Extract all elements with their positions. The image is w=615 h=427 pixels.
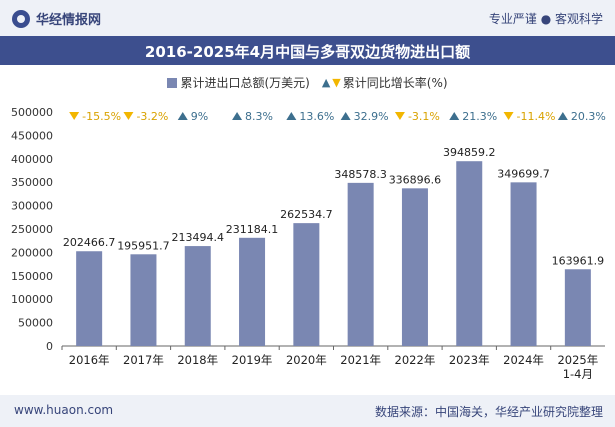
growth-up-triangle-icon — [177, 112, 188, 120]
legend-up-triangle-icon: ▲ — [321, 76, 331, 89]
bar — [564, 269, 591, 346]
x-category-label: 2017年 — [123, 353, 164, 367]
chart-title: 2016-2025年4月中国与多哥双边货物进出口额 — [144, 43, 471, 61]
growth-rate-label: 8.3% — [245, 110, 273, 123]
bar — [184, 246, 211, 346]
x-category-label: 2018年 — [177, 353, 218, 367]
bar-value-label: 262534.7 — [280, 208, 333, 221]
growth-rate-label: 9% — [191, 110, 208, 123]
growth-rate-label: -3.1% — [408, 110, 440, 123]
x-category-label: 2023年 — [449, 353, 490, 367]
y-tick-label: 300000 — [11, 200, 53, 213]
legend-down-triangle-icon: ▼ — [332, 76, 341, 89]
bar-value-label: 394859.2 — [443, 146, 496, 159]
growth-rate-label: 32.9% — [354, 110, 389, 123]
bar-value-label: 349699.7 — [497, 167, 550, 180]
y-tick-label: 50000 — [18, 317, 53, 330]
y-tick-label: 400000 — [11, 153, 53, 166]
legend-item-total: 累计进出口总额(万美元) — [167, 74, 310, 91]
bar — [293, 223, 320, 346]
growth-rate-label: 13.6% — [299, 110, 334, 123]
growth-up-triangle-icon — [286, 112, 297, 120]
growth-rate-label: -15.5% — [82, 110, 121, 123]
bar — [456, 161, 483, 346]
growth-rate-label: -11.4% — [517, 110, 556, 123]
y-tick-label: 150000 — [11, 270, 53, 283]
x-category-label: 2025年 1-4月 — [557, 353, 598, 381]
legend-item-growth: ▲ ▼ 累计同比增长率(%) — [322, 74, 448, 91]
y-tick-label: 0 — [46, 340, 53, 353]
bar-value-label: 195951.7 — [117, 239, 170, 252]
growth-up-triangle-icon — [449, 112, 460, 120]
growth-rate-label: 21.3% — [462, 110, 497, 123]
x-category-label: 2020年 — [286, 353, 327, 367]
brand-name: 华经情报网 — [36, 13, 102, 28]
bar — [130, 254, 157, 346]
x-category-label: 2022年 — [395, 353, 436, 367]
brand-logo-icon — [12, 9, 30, 28]
bar — [76, 251, 103, 346]
growth-down-triangle-icon — [503, 112, 514, 120]
bar — [401, 188, 428, 346]
bar-value-label: 202466.7 — [63, 236, 116, 249]
bar-value-label: 348578.3 — [334, 168, 387, 181]
bar-value-label: 213494.4 — [172, 231, 225, 244]
footer-source: 数据来源：中国海关，华经产业研究院整理 — [374, 405, 603, 419]
growth-down-triangle-icon — [69, 112, 80, 120]
growth-rate-label: -3.2% — [136, 110, 168, 123]
y-tick-label: 350000 — [11, 176, 53, 189]
growth-down-triangle-icon — [123, 112, 134, 120]
y-tick-label: 250000 — [11, 223, 53, 236]
growth-up-triangle-icon — [232, 112, 243, 120]
footer-website: www.huaon.com — [14, 403, 114, 417]
y-tick-label: 100000 — [11, 293, 53, 306]
footer-bar: www.huaon.com 数据来源：中国海关，华经产业研究院整理 — [0, 395, 615, 427]
growth-up-triangle-icon — [340, 112, 351, 120]
legend-label-growth: 累计同比增长率(%) — [342, 76, 448, 90]
title-bar: 2016-2025年4月中国与多哥双边货物进出口额 — [0, 36, 615, 65]
bar — [510, 182, 537, 346]
bar-value-label: 163961.9 — [552, 254, 605, 267]
growth-down-triangle-icon — [394, 112, 405, 120]
brand: 华经情报网 — [12, 9, 101, 28]
top-bar: 华经情报网 专业严谨 ● 客观科学 — [0, 0, 615, 36]
x-category-label: 2024年 — [503, 353, 544, 367]
y-tick-label: 500000 — [11, 106, 53, 119]
growth-up-triangle-icon — [557, 112, 568, 120]
y-tick-label: 200000 — [11, 246, 53, 259]
bar — [347, 182, 374, 346]
tagline: 专业严谨 ● 客观科学 — [488, 12, 603, 26]
legend: 累计进出口总额(万美元) ▲ ▼ 累计同比增长率(%) — [0, 74, 615, 91]
x-category-label: 2016年 — [69, 353, 110, 367]
y-tick-label: 450000 — [11, 129, 53, 142]
bar-value-label: 336896.6 — [389, 173, 442, 186]
x-category-label: 2021年 — [340, 353, 381, 367]
bar-value-label: 231184.1 — [226, 223, 279, 236]
growth-rate-label: 20.3% — [571, 110, 606, 123]
legend-label-total: 累计进出口总额(万美元) — [180, 76, 310, 90]
legend-bar-swatch — [167, 77, 178, 88]
x-category-label: 2019年 — [232, 353, 273, 367]
bar — [239, 237, 266, 346]
